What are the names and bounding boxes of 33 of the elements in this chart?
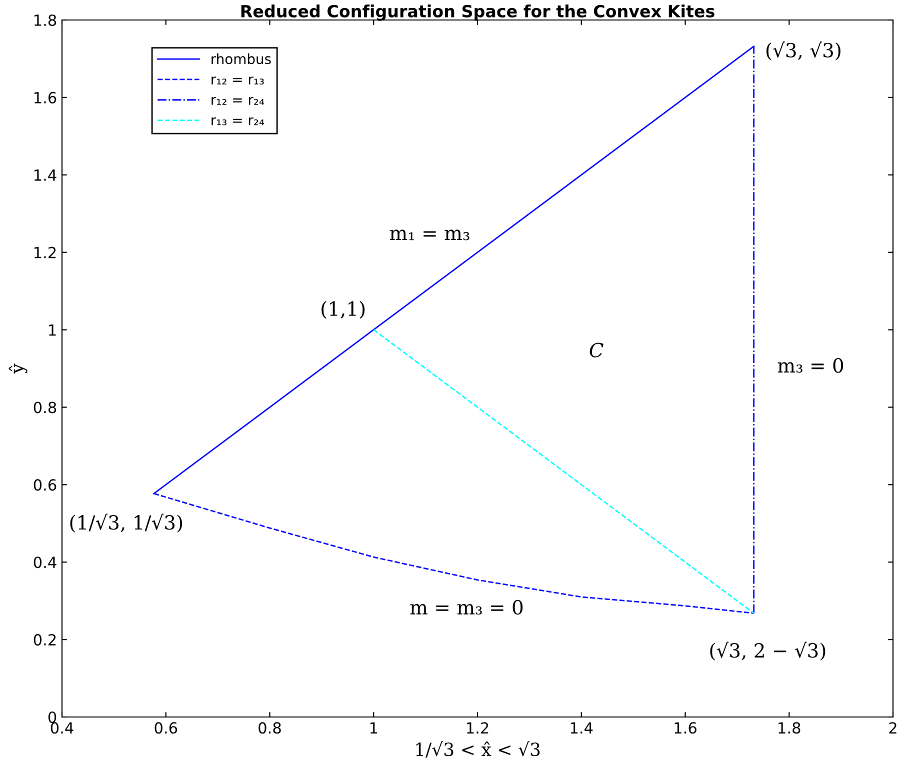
y-tick-label: 1.4 [34, 170, 56, 181]
x-tick-label: 2 [889, 722, 896, 734]
annotation: (√3, √3) [766, 41, 840, 60]
y-tick-label: 1.8 [34, 14, 56, 26]
chart-title: Reduced Configuration Space for the Convex Kites [241, 4, 714, 21]
annotation: C [590, 342, 604, 358]
annotation: m = m₃ = 0 [410, 600, 523, 615]
y-tick-label: 1.2 [34, 246, 56, 258]
x-tick-label: 1.6 [674, 722, 696, 734]
y-tick-label: 1.6 [34, 92, 56, 104]
x-tick-label: 1.4 [570, 722, 593, 734]
annotation: (√3, 2 − √3) [710, 642, 826, 661]
y-tick-label: 1 [49, 324, 56, 336]
x-tick-label: 1.2 [467, 722, 488, 734]
y-tick-label: 0.6 [34, 479, 56, 491]
legend-label: rhombus [212, 53, 271, 64]
x-tick-label: 1 [370, 722, 378, 734]
y-tick-label: 0 [48, 711, 56, 724]
legend-label: r₁₂ = r₁₃ [212, 76, 264, 85]
y-axis-title: ŷ [8, 363, 28, 374]
y-tick-label: 0.2 [34, 634, 56, 646]
legend-label: r₁₂ = r₂₄ [212, 96, 264, 105]
x-axis-title: 1/√3 < x̂ < √3 [416, 741, 540, 758]
x-tick-label: 1.8 [778, 722, 800, 734]
legend-label: r₁₃ = r₂₄ [212, 117, 264, 126]
annotation: m₁ = m₃ [390, 230, 470, 240]
y-tick-label: 0.8 [34, 402, 56, 414]
annotation: m₃ = 0 [778, 358, 844, 373]
x-tick-label: 0.8 [258, 722, 281, 734]
x-tick-label: 0.6 [154, 722, 178, 734]
annotation: (1,1) [322, 300, 365, 319]
y-tick-label: 0.4 [34, 556, 56, 568]
annotation: (1/√3, 1/√3) [70, 514, 182, 533]
